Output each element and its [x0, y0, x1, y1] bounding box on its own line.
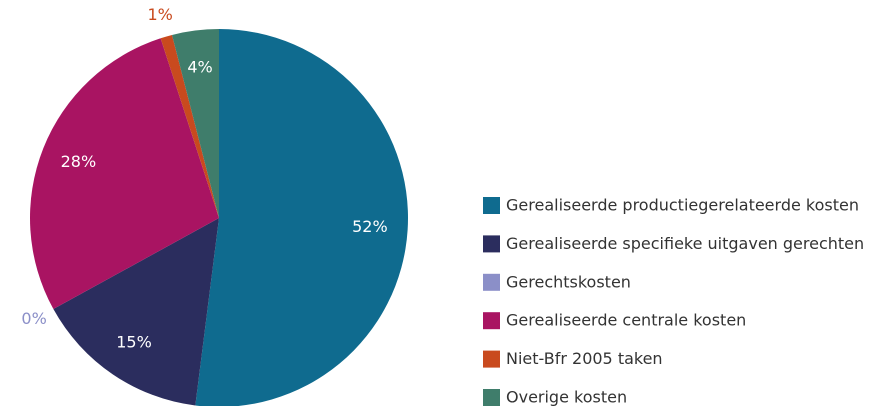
pie-slice [29, 38, 219, 310]
legend-label: Gerealiseerde specifieke uitgaven gerech… [506, 234, 864, 253]
data-label: 28% [61, 152, 97, 171]
legend-label: Gerealiseerde centrale kosten [506, 311, 746, 330]
data-label: 1% [147, 5, 172, 24]
legend-swatch [483, 312, 500, 330]
legend-swatch [483, 389, 500, 406]
pie-slice [160, 34, 219, 219]
pie-slice [53, 218, 219, 406]
pie-slice [195, 29, 408, 407]
legend-label: Niet-Bfr 2005 taken [506, 349, 663, 368]
legend-label: Gerechtskosten [506, 272, 631, 291]
legend-swatch [483, 197, 500, 214]
legend-label: Gerealiseerde productiegerelateerde kost… [506, 196, 859, 215]
pie-slice [171, 29, 219, 218]
legend-label: Overige kosten [506, 388, 627, 407]
legend-swatch [483, 273, 500, 291]
data-label: 15% [116, 333, 152, 352]
legend-swatch [483, 350, 500, 368]
data-label: 0% [21, 309, 46, 328]
data-label: 52% [352, 217, 388, 236]
data-label: 4% [187, 57, 212, 76]
legend-swatch [483, 235, 500, 253]
